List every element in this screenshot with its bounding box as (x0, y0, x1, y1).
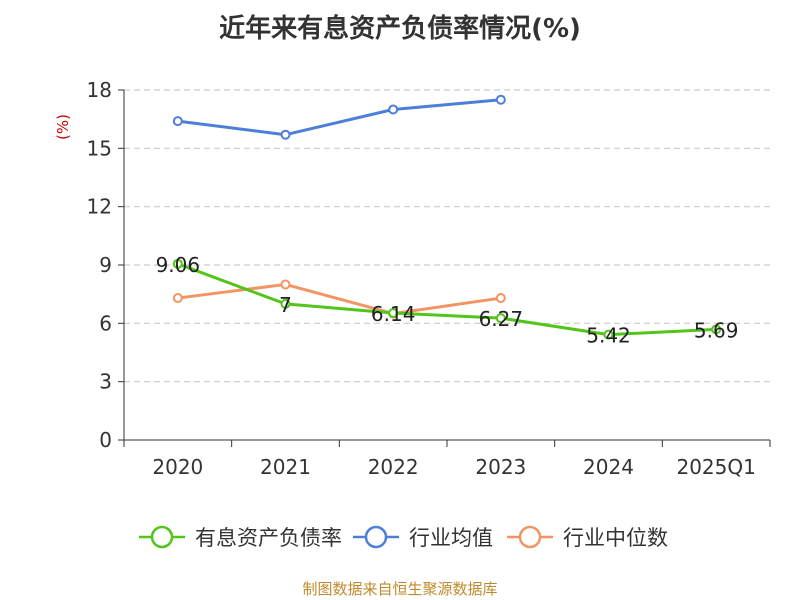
data-point-有息资产负债率 (603, 329, 614, 340)
data-label: 5.69 (694, 318, 739, 342)
data-point-行业中位数 (495, 293, 506, 304)
y-tick-label: 18 (87, 78, 112, 102)
y-tick-label: 12 (87, 195, 112, 219)
data-label: 6.27 (479, 307, 524, 331)
legend-marker (518, 525, 542, 549)
legend-label: 行业均值 (409, 526, 493, 550)
chart-title: 近年来有息资产负债率情况(%) (219, 14, 581, 44)
legend-label: 有息资产负债率 (195, 526, 342, 550)
series-line-行业中位数 (177, 282, 502, 316)
y-tick-label: 15 (87, 136, 112, 160)
data-point-行业均值 (280, 129, 291, 140)
y-tick-label: 0 (99, 428, 112, 452)
x-tick-label: 2021 (260, 455, 311, 479)
data-point-有息资产负债率 (711, 324, 722, 335)
series-line-行业均值 (177, 98, 501, 137)
data-point-行业中位数 (172, 293, 183, 304)
data-label: 7 (279, 293, 292, 317)
data-point-行业均值 (388, 104, 399, 115)
data-point-有息资产负债率 (388, 308, 399, 319)
x-tick-label: 2025Q1 (676, 455, 755, 479)
series-line-有息资产负债率 (177, 262, 717, 337)
axes: 0 3 6 9 12 15 18 2020 2021 2022 2023 2024 2025Q1 (87, 78, 771, 479)
data-label: 9.06 (156, 253, 201, 277)
x-tick-label: 2024 (583, 455, 634, 479)
x-tick-label: 2023 (475, 455, 526, 479)
data-point-有息资产负债率 (495, 313, 506, 324)
legend-marker (364, 525, 388, 549)
legend-marker (150, 525, 174, 549)
data-labels: 9.06 7 6.14 6.27 5.42 5.69 (156, 253, 739, 348)
legend-label: 行业中位数 (563, 526, 668, 550)
data-label: 6.14 (371, 302, 416, 326)
y-axis-unit-label: (%) (54, 114, 72, 140)
y-tick-label: 3 (99, 370, 112, 394)
data-point-行业均值 (172, 116, 183, 127)
legend: 有息资产负债率 行业均值 行业中位数 (139, 525, 668, 550)
x-tick-label: 2022 (368, 455, 419, 479)
data-source-note: 制图数据来自恒生聚源数据库 (302, 580, 498, 598)
data-point-行业均值 (495, 94, 506, 105)
data-point-有息资产负债率 (280, 298, 291, 309)
grid-lines (124, 89, 770, 383)
data-label: 5.42 (586, 324, 631, 348)
series-lines (172, 94, 722, 340)
x-tick-label: 2020 (152, 455, 203, 479)
data-point-行业中位数 (280, 279, 291, 290)
data-point-有息资产负债率 (172, 258, 183, 269)
y-tick-label: 6 (99, 311, 112, 335)
y-tick-label: 9 (99, 253, 112, 277)
